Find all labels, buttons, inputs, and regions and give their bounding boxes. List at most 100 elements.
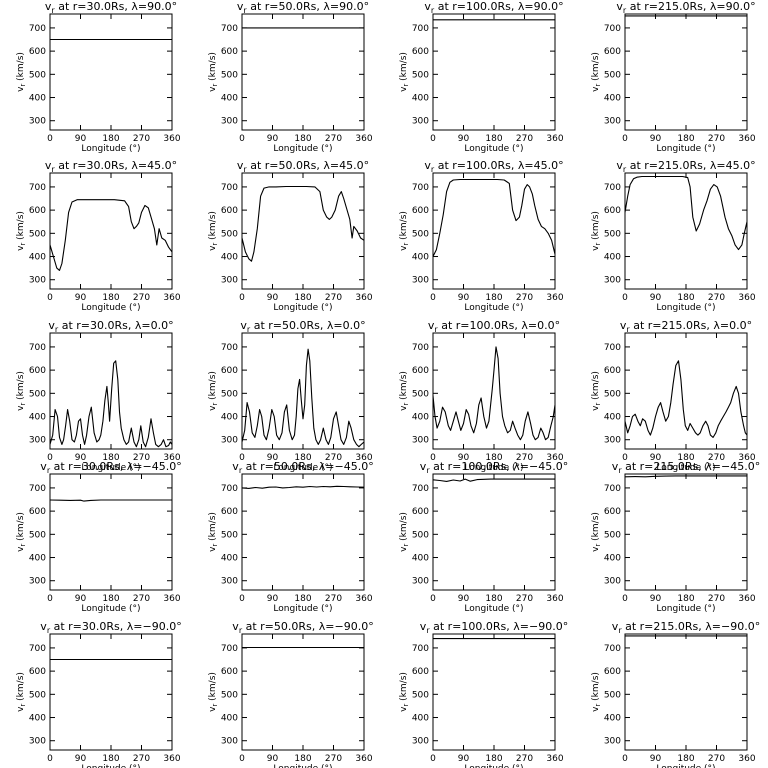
y-tick-label: 600 (29, 667, 46, 677)
y-axis-label: vr (km/s) (399, 672, 410, 712)
y-tick-label: 300 (29, 276, 46, 286)
title-v-sub: r (239, 466, 243, 475)
x-tick-label: 360 (738, 594, 755, 604)
x-tick-label: 270 (325, 134, 342, 144)
x-tick-label: 180 (677, 594, 694, 604)
y-label-base: v (208, 706, 218, 712)
y-tick-label: 600 (604, 667, 621, 677)
x-tick-label: 360 (355, 134, 372, 144)
x-tick-label: 270 (325, 594, 342, 604)
y-tick-label: 400 (412, 94, 429, 104)
title-rest: at r=50.0Rs, λ=0.0° (250, 319, 365, 332)
y-tick-label: 300 (221, 737, 238, 747)
y-label-unit: (km/s) (208, 512, 218, 544)
x-tick-label: 360 (163, 594, 180, 604)
y-tick-label: 500 (604, 389, 621, 399)
x-tick-label: 90 (267, 134, 279, 144)
title-v-base: v (40, 620, 47, 633)
x-axis-label: Longitude (°) (656, 604, 715, 614)
panel-title: vr at r=215.0Rs, λ=0.0° (620, 319, 752, 334)
x-axis-label: Longitude (°) (81, 463, 140, 473)
y-tick-label: 400 (29, 554, 46, 564)
y-label-base: v (591, 405, 601, 411)
x-tick-label: 270 (133, 134, 150, 144)
title-v-sub: r (51, 6, 55, 15)
panel-r4-c2: vr at r=50.0Rs, λ=−45.0°0 90 180 270 3603004… (208, 460, 374, 614)
plot-frame (432, 13, 556, 131)
y-label-sub: r (211, 84, 219, 87)
panel-title: vr at r=215.0Rs, λ=90.0° (616, 0, 755, 15)
x-tick-label: 360 (546, 754, 563, 764)
x-axis-label: Longitude (°) (273, 463, 332, 473)
x-tick-label: 270 (133, 293, 150, 303)
y-label-sub: r (594, 243, 602, 246)
panel-r1-c1: vr at r=30.0Rs, λ=90.0°0 90 180 270 36030040… (16, 0, 181, 154)
panel-r3-c4: vr at r=215.0Rs, λ=0.0°0 90 180 270 36030040… (591, 319, 756, 473)
x-tick-label: 180 (677, 134, 694, 144)
title-rest: at r=215.0Rs, λ=−90.0° (622, 620, 761, 633)
y-tick-label: 600 (412, 667, 429, 677)
x-tick-label: 270 (325, 754, 342, 764)
y-tick-label: 600 (29, 366, 46, 376)
plot-frame (241, 172, 365, 290)
panel-title: vr at r=30.0Rs, λ=90.0° (45, 0, 177, 15)
y-label-base: v (16, 706, 26, 712)
y-label-sub: r (19, 704, 27, 707)
x-tick-label: 180 (294, 754, 311, 764)
y-label-unit: (km/s) (16, 52, 26, 84)
y-tick-label: 600 (29, 507, 46, 517)
panel-r2-c1: vr at r=30.0Rs, λ=45.0°0 90 180 270 36030040… (16, 159, 181, 313)
y-label-base: v (591, 245, 601, 251)
x-tick-label: 270 (516, 293, 533, 303)
x-tick-label: 270 (708, 134, 725, 144)
y-tick-label: 400 (604, 714, 621, 724)
x-tick-label: 360 (163, 453, 180, 463)
title-v-sub: r (431, 6, 435, 15)
y-tick-label: 600 (221, 206, 238, 216)
x-tick-label: 360 (738, 453, 755, 463)
panel-r5-c3: vr at r=100.0Rs, λ=−90.0°0 90 180 270 360300… (399, 620, 568, 768)
y-tick-label: 300 (221, 577, 238, 587)
plot-frame (49, 473, 173, 591)
title-v-base: v (45, 159, 52, 172)
x-tick-label: 0 (239, 293, 245, 303)
y-tick-label: 300 (604, 436, 621, 446)
y-label-base: v (16, 245, 26, 251)
x-axis-label: Longitude (°) (273, 303, 332, 313)
panel-title: vr at r=100.0Rs, λ=−45.0° (420, 460, 568, 475)
y-tick-label: 300 (29, 737, 46, 747)
x-tick-label: 90 (267, 293, 279, 303)
title-rest: at r=30.0Rs, λ=0.0° (58, 319, 173, 332)
plot-frame (624, 13, 748, 131)
y-tick-label: 600 (221, 667, 238, 677)
y-axis-label: vr (km/s) (591, 52, 602, 92)
x-axis-label: Longitude (°) (464, 463, 523, 473)
title-rest: at r=50.0Rs, λ=45.0° (247, 159, 369, 172)
y-tick-label: 400 (29, 94, 46, 104)
panel-title: vr at r=100.0Rs, λ=0.0° (428, 319, 560, 334)
x-tick-label: 0 (239, 594, 245, 604)
panel-r3-c2: vr at r=50.0Rs, λ=0.0°0 90 180 270 360300400… (208, 319, 373, 473)
panel-r4-c1: vr at r=30.0Rs, λ=−45.0°0 90 180 270 3603004… (16, 460, 182, 614)
y-tick-label: 600 (221, 507, 238, 517)
y-label-sub: r (19, 243, 27, 246)
title-rest: at r=50.0Rs, λ=−90.0° (242, 620, 374, 633)
y-tick-label: 600 (412, 507, 429, 517)
x-tick-label: 270 (708, 594, 725, 604)
y-label-base: v (208, 86, 218, 92)
title-v-sub: r (55, 325, 59, 334)
panel-title: vr at r=100.0Rs, λ=90.0° (424, 0, 563, 15)
y-tick-label: 500 (412, 690, 429, 700)
plot-frame (241, 473, 365, 591)
y-label-sub: r (19, 84, 27, 87)
panel-r3-c1: vr at r=30.0Rs, λ=0.0°0 90 180 270 360300400… (16, 319, 181, 473)
y-label-unit: (km/s) (208, 211, 218, 243)
y-tick-label: 600 (221, 47, 238, 57)
y-label-sub: r (211, 704, 219, 707)
series-line (241, 485, 365, 489)
x-tick-label: 270 (325, 453, 342, 463)
plot-frame (49, 13, 173, 131)
x-axis-label: Longitude (°) (81, 144, 140, 154)
title-v-base: v (45, 0, 52, 13)
y-tick-label: 700 (29, 644, 46, 654)
